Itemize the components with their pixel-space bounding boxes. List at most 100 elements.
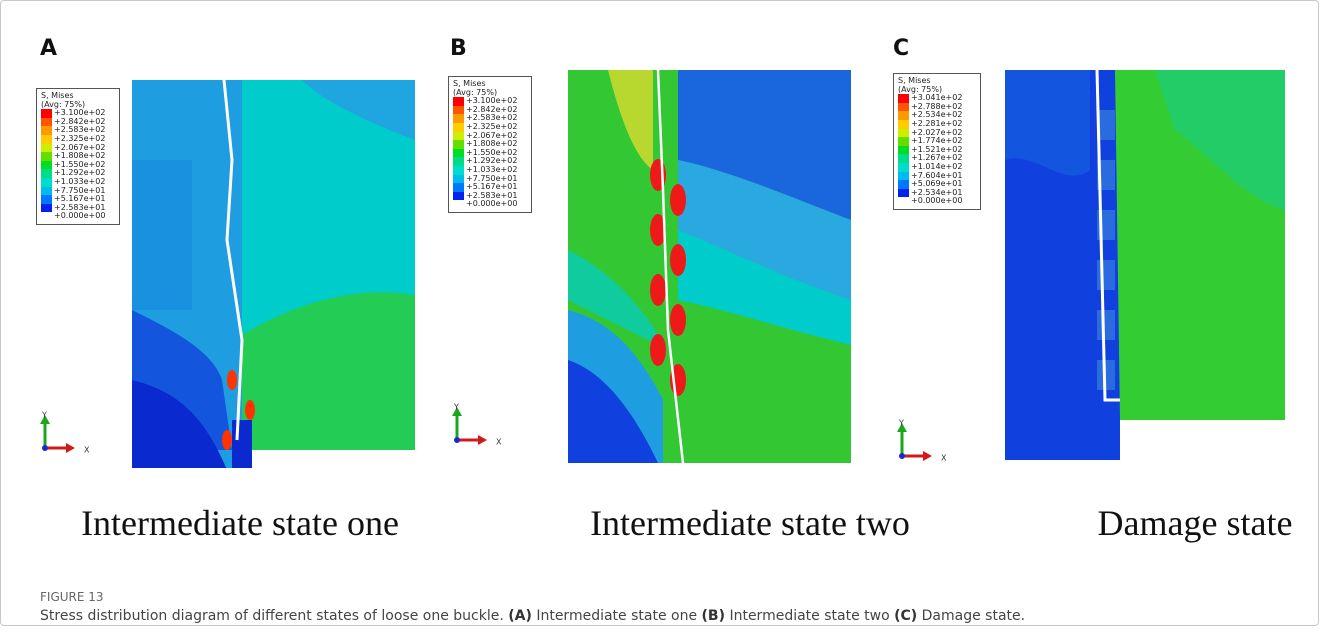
legend-label: +2.583e+01 (54, 202, 106, 212)
legend-row: +2.325e+02 (453, 122, 527, 132)
legend-row: +1.808e+02 (41, 152, 115, 161)
legend-label: +7.604e+01 (911, 170, 963, 180)
contour-region (678, 160, 851, 300)
origin (899, 453, 905, 459)
legend-subtitle: (Avg: 75%) (41, 99, 86, 109)
axis-triad: YX (40, 411, 90, 455)
contour-plot (568, 70, 851, 463)
legend-row: +1.292e+02 (41, 169, 115, 178)
caption-tag: (B) (701, 608, 725, 624)
contour-region (132, 380, 227, 468)
legend-title: S, Mises (898, 76, 931, 85)
legend-row: +2.534e+01 (898, 187, 976, 198)
contour-region (1005, 70, 1090, 176)
caption-tag: (A) (508, 608, 532, 624)
legend-subtitle: (Avg: 75%) (453, 87, 498, 97)
legend-row: +3.041e+02 (898, 94, 976, 103)
legend-row: +5.167e+01 (453, 183, 527, 192)
legend-label: +1.808e+02 (54, 151, 106, 161)
legend-label: +3.100e+02 (54, 108, 106, 118)
caption-text: Stress distribution diagram of different… (40, 608, 504, 624)
legend-row: +1.292e+02 (453, 157, 527, 166)
legend-row: +7.750e+01 (453, 174, 527, 184)
contour-region (242, 292, 415, 450)
legend-swatch (453, 183, 464, 192)
legend-row: +2.281e+02 (898, 119, 976, 129)
legend-label: +1.774e+02 (911, 136, 963, 146)
legend-swatch (898, 154, 909, 163)
legend-label: +3.041e+02 (911, 93, 963, 103)
legend-swatch (898, 180, 909, 189)
legend-label: +2.534e+01 (911, 187, 963, 197)
legend-row: +2.583e+02 (453, 114, 527, 123)
legend-row: +2.842e+02 (41, 116, 115, 127)
legend-swatch (41, 126, 52, 135)
legend-label: +5.069e+01 (911, 179, 963, 189)
legend-swatch (453, 148, 464, 158)
legend-subtitle: (Avg: 75%) (898, 84, 943, 94)
legend-swatch (453, 191, 464, 201)
legend-label: +1.550e+02 (466, 147, 518, 157)
legend-label: +2.788e+02 (911, 101, 963, 111)
legend: S, Mises (Avg: 75%) +3.100e+02 +2.842e+02 +2… (36, 88, 120, 225)
caption-part: Intermediate state two (729, 608, 890, 624)
legend-swatch (41, 169, 52, 178)
contour-region (1097, 160, 1115, 190)
legend-swatch (898, 137, 909, 146)
legend-label: +1.521e+02 (911, 144, 963, 154)
legend-swatch (453, 122, 464, 132)
legend-label: +2.583e+01 (466, 190, 518, 200)
contour-plot (1005, 70, 1285, 460)
legend-label: +1.808e+02 (466, 139, 518, 149)
y-axis-label: Y (898, 419, 904, 428)
contour-region (1095, 70, 1120, 402)
contour-region (242, 80, 415, 140)
contour-region (608, 70, 653, 170)
panel-caption: Intermediate state two (590, 503, 910, 543)
legend-swatch (41, 143, 52, 153)
caption-part: Intermediate state one (536, 608, 698, 624)
contour-plot (132, 80, 415, 468)
y-arrow-head (452, 407, 462, 416)
legend-swatch (41, 117, 52, 127)
contour-region (568, 360, 658, 463)
x-arrow-head (923, 451, 932, 461)
legend-swatch (898, 145, 909, 155)
legend-label: +1.014e+02 (911, 161, 963, 171)
contour-region (1097, 310, 1115, 340)
legend-row: +2.583e+02 (41, 126, 115, 135)
legend-row: +1.774e+02 (898, 137, 976, 146)
contour-region (222, 430, 232, 450)
origin (454, 437, 460, 443)
legend-label: +2.842e+02 (54, 116, 106, 126)
legend-row: +7.750e+01 (41, 186, 115, 196)
legend-row: +2.583e+01 (41, 202, 115, 213)
contour-region (568, 250, 668, 350)
legend-row: +2.325e+02 (41, 134, 115, 144)
contour-region (1097, 360, 1115, 390)
x-axis-label: X (496, 438, 502, 447)
legend: S, Mises (Avg: 75%) +3.041e+02 +2.788e+02 +2… (893, 73, 981, 210)
contour-region (227, 370, 237, 390)
legend-swatch (898, 119, 909, 129)
contour-region (678, 230, 851, 345)
legend-row: +2.842e+02 (453, 105, 527, 115)
legend-label: +1.292e+02 (466, 156, 518, 166)
legend-swatch (41, 186, 52, 196)
legend-row: +2.067e+02 (41, 143, 115, 153)
contour-region (650, 214, 666, 246)
legend-swatch (898, 128, 909, 138)
legend-row: +1.550e+02 (41, 160, 115, 170)
contour-region (670, 304, 686, 336)
legend-label: +1.292e+02 (54, 168, 106, 178)
legend-swatch (41, 212, 52, 221)
legend-swatch (898, 171, 909, 181)
legend-swatch (41, 160, 52, 170)
legend-label: +2.583e+02 (54, 125, 106, 135)
legend-swatch (898, 111, 909, 120)
legend-title: S, Mises (41, 91, 74, 100)
legend-row: +2.534e+02 (898, 111, 976, 120)
legend-swatch (41, 177, 52, 187)
legend-label: +1.033e+02 (54, 176, 106, 186)
legend-label: +2.027e+02 (911, 127, 963, 137)
